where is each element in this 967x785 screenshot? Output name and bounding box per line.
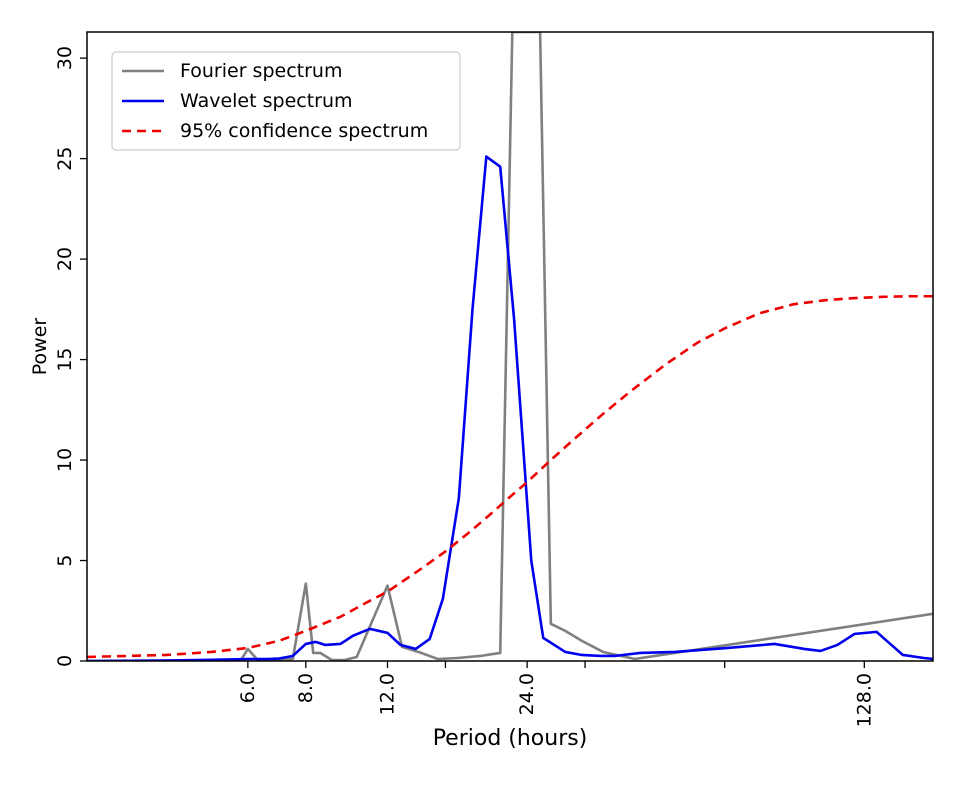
series-layer	[87, 32, 933, 661]
x-tick-label: 24.0	[516, 673, 538, 715]
y-axis: 0 5 10 15 20 25 30	[54, 46, 87, 667]
legend-label-95-confidence-spectrum: 95% confidence spectrum	[180, 120, 428, 142]
x-axis: 6.0 8.0 12.0 24.0 128.0	[237, 661, 875, 727]
y-axis-label: Power	[29, 318, 51, 376]
legend-box	[111, 51, 461, 151]
legend: Fourier spectrum Wavelet spectrum 95% conf…	[111, 51, 461, 151]
y-tick-label: 15	[54, 347, 76, 371]
x-tick-label: 128.0	[853, 673, 875, 727]
x-axis-label: Period (hours)	[433, 726, 588, 751]
y-tick-label: 30	[54, 46, 76, 70]
legend-label-wavelet-spectrum: Wavelet spectrum	[180, 90, 353, 112]
x-tick-label: 6.0	[237, 673, 259, 703]
legend-label-fourier-spectrum: Fourier spectrum	[180, 60, 342, 82]
y-tick-label: 20	[54, 247, 76, 271]
x-tick-label: 12.0	[376, 673, 398, 715]
y-tick-label: 25	[54, 147, 76, 171]
y-tick-label: 10	[54, 448, 76, 472]
y-tick-label: 0	[54, 655, 76, 667]
plot-frame	[86, 31, 934, 662]
series-line-95-confidence-spectrum	[87, 294, 933, 659]
series-line-fourier-spectrum	[87, 32, 933, 661]
y-tick-label: 5	[54, 554, 76, 566]
series-line-wavelet-spectrum	[87, 155, 933, 661]
x-tick-label: 8.0	[295, 673, 317, 703]
